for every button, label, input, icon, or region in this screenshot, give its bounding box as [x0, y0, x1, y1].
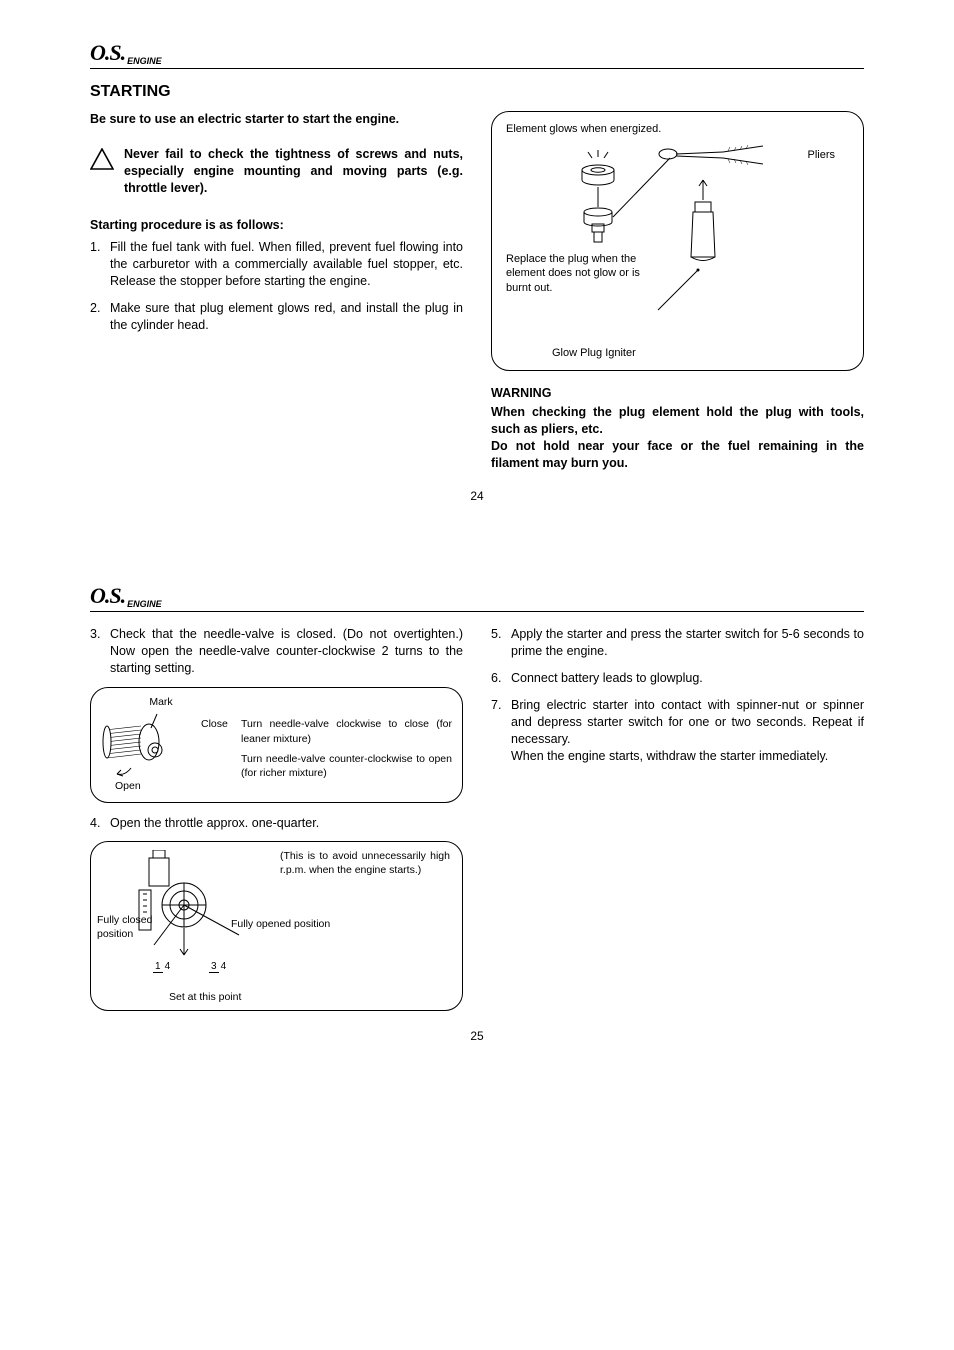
needle-valve-figure: Mark: [90, 687, 463, 803]
mark-label: Mark: [131, 696, 191, 710]
step-5-text: Apply the starter and press the starter …: [511, 626, 864, 660]
setpoint-label: Set at this point: [169, 991, 241, 1005]
page-25: O.S. ENGINE 3. Check that the needle-val…: [0, 523, 954, 1063]
step-4-text: Open the throttle approx. one-quarter.: [110, 815, 463, 832]
step-2-num: 2.: [90, 300, 104, 334]
warning-title: WARNING: [491, 385, 864, 402]
cw-label: Turn needle-valve clockwise to close (fo…: [241, 717, 452, 745]
step-6-num: 6.: [491, 670, 505, 687]
step-7-text: Bring electric starter into contact with…: [511, 697, 864, 748]
caution-text: Never fail to check the tightness of scr…: [124, 146, 463, 197]
step-4: 4. Open the throttle approx. one-quarter…: [90, 815, 463, 832]
caution-block: Never fail to check the tightness of scr…: [90, 146, 463, 197]
step-1-text: Fill the fuel tank with fuel. When fille…: [110, 239, 463, 290]
step-6-text: Connect battery leads to glowplug.: [511, 670, 864, 687]
columns-24: Be sure to use an electric starter to st…: [90, 111, 864, 471]
logo-main: O.S.: [90, 40, 125, 66]
closed-label: Fully closed position: [97, 914, 153, 941]
page-number-24: 24: [90, 489, 864, 503]
col-right-25: 5. Apply the starter and press the start…: [491, 626, 864, 1011]
opened-label: Fully opened position: [231, 918, 330, 932]
throttle-note: (This is to avoid unnecessarily high r.p…: [280, 850, 450, 877]
step-6: 6. Connect battery leads to glowplug.: [491, 670, 864, 687]
step-7-body: Bring electric starter into contact with…: [511, 697, 864, 765]
page-24: O.S. ENGINE STARTING Be sure to use an e…: [0, 0, 954, 523]
step-1-num: 1.: [90, 239, 104, 290]
header-rule-25: O.S. ENGINE: [90, 583, 864, 612]
col-right-24: Element glows when energized. Pliers: [491, 111, 864, 471]
throttle-figure: (This is to avoid unnecessarily high r.p…: [90, 841, 463, 1011]
step-4-num: 4.: [90, 815, 104, 832]
glowplug-figure: Element glows when energized. Pliers: [491, 111, 864, 371]
logo-sub: ENGINE: [127, 56, 162, 66]
procedure-heading: Starting procedure is as follows:: [90, 217, 463, 234]
logo-main-25: O.S.: [90, 583, 125, 609]
step-2-text: Make sure that plug element glows red, a…: [110, 300, 463, 334]
step-7: 7. Bring electric starter into contact w…: [491, 697, 864, 765]
col-left-24: Be sure to use an electric starter to st…: [90, 111, 463, 471]
step-7-text2: When the engine starts, withdraw the sta…: [511, 748, 864, 765]
step-7-num: 7.: [491, 697, 505, 765]
frac-1-4: 14: [153, 962, 172, 972]
step-5: 5. Apply the starter and press the start…: [491, 626, 864, 660]
col-left-25: 3. Check that the needle-valve is closed…: [90, 626, 463, 1011]
step-2: 2. Make sure that plug element glows red…: [90, 300, 463, 334]
intro-text: Be sure to use an electric starter to st…: [90, 111, 463, 128]
igniter-label: Glow Plug Igniter: [552, 346, 636, 360]
warning-body-1: When checking the plug element hold the …: [491, 404, 864, 438]
step-5-num: 5.: [491, 626, 505, 660]
page-number-25: 25: [90, 1029, 864, 1043]
logo-sub-25: ENGINE: [127, 599, 162, 609]
step-3-text: Check that the needle-valve is closed. (…: [110, 626, 463, 677]
section-title: STARTING: [90, 83, 864, 101]
close-label: Close: [201, 717, 235, 745]
step-1: 1. Fill the fuel tank with fuel. When fi…: [90, 239, 463, 290]
caution-triangle-icon: [90, 148, 114, 175]
step-3-num: 3.: [90, 626, 104, 677]
columns-25: 3. Check that the needle-valve is closed…: [90, 626, 864, 1011]
step-3: 3. Check that the needle-valve is closed…: [90, 626, 463, 677]
ccw-label: Turn needle-valve counter-clockwise to o…: [241, 752, 452, 780]
header-rule: O.S. ENGINE: [90, 40, 864, 69]
needle-valve-icon: [101, 712, 193, 786]
glowplug-diagram-icon: [498, 132, 818, 332]
warning-body-2: Do not hold near your face or the fuel r…: [491, 438, 864, 472]
replace-label: Replace the plug when the element does n…: [506, 252, 656, 295]
frac-3-4: 34: [209, 962, 228, 972]
